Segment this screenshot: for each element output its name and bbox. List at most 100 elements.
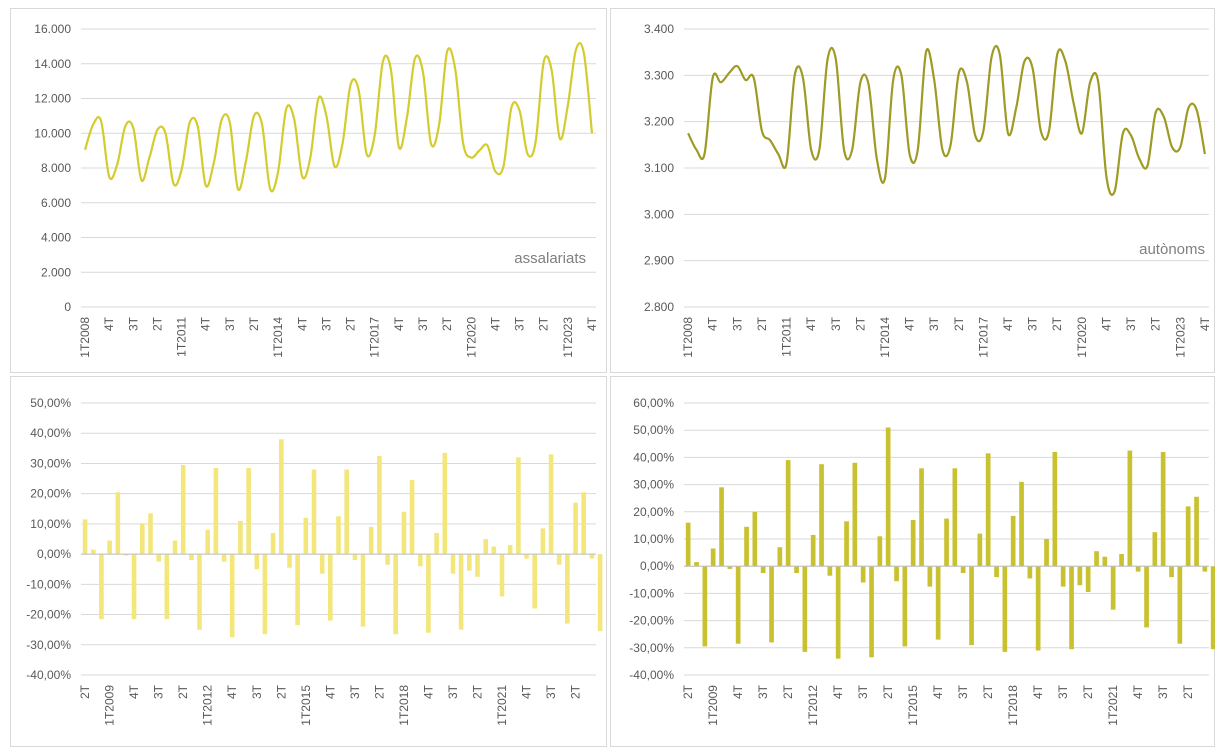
x-tick-label: 3T	[1056, 684, 1070, 699]
x-tick-label: 3T	[319, 316, 333, 331]
bar	[581, 492, 586, 555]
bar	[902, 566, 908, 647]
bar	[977, 533, 983, 567]
bar	[1060, 566, 1066, 587]
x-tick-label: 3T	[152, 684, 166, 699]
bar	[710, 548, 716, 567]
y-tick-label: -10,00%	[26, 577, 71, 591]
bar	[540, 528, 546, 555]
y-tick-label: 60,00%	[633, 396, 674, 410]
bar	[835, 566, 841, 659]
x-tick-label: 3T	[223, 316, 237, 331]
bar	[115, 492, 121, 555]
bar	[418, 554, 423, 567]
bar	[1044, 539, 1049, 567]
x-tick-label: 2T	[274, 684, 288, 699]
bar	[229, 554, 235, 638]
bar	[927, 566, 933, 587]
bar	[148, 513, 153, 555]
y-tick-label: 8.000	[41, 161, 71, 175]
line-chart-autonoms: 2.800 2.900 3.000 3.100 3.200 3.300 3.400 1T200…	[644, 22, 1212, 358]
series-annotation: assalariats	[514, 250, 586, 267]
bar	[180, 465, 186, 555]
bar	[287, 554, 292, 568]
bar-chart-variation-assalariats: -40,00% -30,00% -20,00% -10,00% 0,00% 10,00% 2…	[26, 396, 603, 726]
x-tick-label: 1T2017	[368, 317, 382, 358]
bar	[1210, 566, 1215, 650]
x-tick-label: 4T	[127, 684, 141, 699]
x-tick-label: 1T2009	[103, 685, 117, 726]
bar	[1202, 566, 1208, 572]
x-tick-label: 2T	[1050, 316, 1064, 331]
x-tick-label: 3T	[1124, 316, 1138, 331]
y-tick-label: 3.300	[644, 68, 674, 82]
bar	[532, 554, 537, 609]
bar	[91, 549, 96, 555]
y-tick-label: 3.100	[644, 161, 674, 175]
y-tick-label: 20,00%	[633, 505, 674, 519]
bar	[426, 554, 431, 633]
y-tick-label: -30,00%	[629, 641, 674, 655]
y-tick-label: 12.000	[34, 92, 71, 106]
bar	[1077, 566, 1083, 586]
bar-chart-variation-autonoms: -40,00% -30,00% -20,00% -10,00% 0,00% 10,00% 2…	[629, 396, 1215, 726]
x-tick-label: 2T	[372, 684, 386, 699]
bar	[1069, 566, 1074, 650]
y-tick-label: 50,00%	[30, 396, 71, 410]
y-tick-label: -20,00%	[629, 614, 674, 628]
y-tick-label: 0,00%	[37, 547, 71, 561]
bar	[694, 562, 699, 567]
bar	[1027, 566, 1033, 579]
bar	[735, 566, 741, 644]
x-tick-label: 4T	[804, 316, 818, 331]
x-tick-label: 3T	[446, 684, 460, 699]
x-tick-label: 1T2008	[681, 317, 695, 358]
x-tick-label: 2T	[1181, 684, 1195, 699]
bar	[360, 554, 366, 627]
bar	[328, 554, 333, 621]
bar	[1019, 481, 1024, 567]
bar	[303, 517, 309, 555]
y-tick-label: 16.000	[34, 22, 71, 36]
x-tick-label: 2T	[952, 316, 966, 331]
bar	[82, 519, 88, 555]
x-tick-label: 2T	[569, 684, 583, 699]
bar	[213, 468, 219, 555]
series-annotation: autònoms	[1139, 241, 1205, 258]
bar	[491, 546, 497, 555]
bar	[597, 554, 603, 632]
x-tick-label: 2T	[344, 316, 358, 331]
y-tick-label: -30,00%	[26, 638, 71, 652]
bar	[385, 554, 390, 565]
bar	[877, 536, 883, 567]
bar	[344, 469, 349, 555]
bar	[189, 554, 194, 561]
x-tick-label: 3T	[927, 316, 941, 331]
chart-panel-autonoms: 2.800 2.900 3.000 3.100 3.200 3.300 3.400 1T200…	[610, 8, 1215, 373]
bar	[1135, 566, 1141, 572]
x-tick-label: 4T	[421, 684, 435, 699]
bar	[1035, 566, 1041, 651]
x-tick-label: 2T	[176, 684, 190, 699]
y-tick-label: 3.400	[644, 22, 674, 36]
y-tick-label: 3.000	[644, 207, 674, 221]
x-tick-label: 2T	[78, 684, 92, 699]
x-tick-label: 4T	[392, 316, 406, 331]
x-tick-label: 3T	[544, 684, 558, 699]
bar	[869, 566, 874, 658]
bar	[205, 529, 210, 555]
bar	[777, 547, 783, 567]
x-tick-label: 1T2011	[175, 317, 189, 357]
x-tick-label: 3T	[1026, 316, 1040, 331]
x-tick-label: 1T2015	[906, 685, 920, 726]
bar	[1102, 556, 1108, 567]
bar	[458, 554, 464, 630]
bar	[719, 487, 724, 567]
bar	[760, 566, 766, 573]
bar	[262, 554, 268, 635]
x-tick-label: 4T	[225, 684, 239, 699]
x-tick-label: 4T	[585, 316, 599, 331]
bar	[368, 526, 374, 555]
y-tick-label: 30,00%	[633, 478, 674, 492]
bar	[442, 452, 448, 555]
